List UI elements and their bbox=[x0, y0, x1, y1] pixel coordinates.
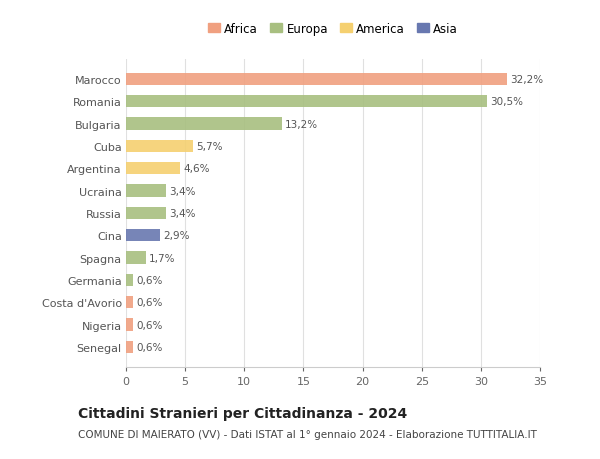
Bar bbox=[126, 319, 133, 331]
Text: 32,2%: 32,2% bbox=[510, 75, 543, 85]
Text: 3,4%: 3,4% bbox=[169, 186, 196, 196]
Bar bbox=[126, 96, 487, 108]
Bar bbox=[126, 230, 160, 242]
Legend: Africa, Europa, America, Asia: Africa, Europa, America, Asia bbox=[208, 22, 458, 35]
Bar bbox=[126, 297, 133, 308]
Bar bbox=[126, 207, 166, 219]
Text: 0,6%: 0,6% bbox=[136, 297, 163, 308]
Text: 30,5%: 30,5% bbox=[490, 97, 523, 107]
Text: 13,2%: 13,2% bbox=[285, 119, 318, 129]
Text: 0,6%: 0,6% bbox=[136, 320, 163, 330]
Text: 1,7%: 1,7% bbox=[149, 253, 176, 263]
Text: Cittadini Stranieri per Cittadinanza - 2024: Cittadini Stranieri per Cittadinanza - 2… bbox=[78, 406, 407, 420]
Bar bbox=[126, 252, 146, 264]
Bar bbox=[126, 185, 166, 197]
Text: 0,6%: 0,6% bbox=[136, 342, 163, 352]
Bar bbox=[126, 274, 133, 286]
Text: 2,9%: 2,9% bbox=[163, 231, 190, 241]
Bar bbox=[126, 118, 282, 130]
Text: COMUNE DI MAIERATO (VV) - Dati ISTAT al 1° gennaio 2024 - Elaborazione TUTTITALI: COMUNE DI MAIERATO (VV) - Dati ISTAT al … bbox=[78, 429, 537, 439]
Bar bbox=[126, 163, 181, 175]
Text: 5,7%: 5,7% bbox=[196, 142, 223, 151]
Text: 4,6%: 4,6% bbox=[184, 164, 210, 174]
Bar bbox=[126, 341, 133, 353]
Bar bbox=[126, 73, 507, 86]
Text: 0,6%: 0,6% bbox=[136, 275, 163, 285]
Text: 3,4%: 3,4% bbox=[169, 208, 196, 218]
Bar bbox=[126, 140, 193, 153]
